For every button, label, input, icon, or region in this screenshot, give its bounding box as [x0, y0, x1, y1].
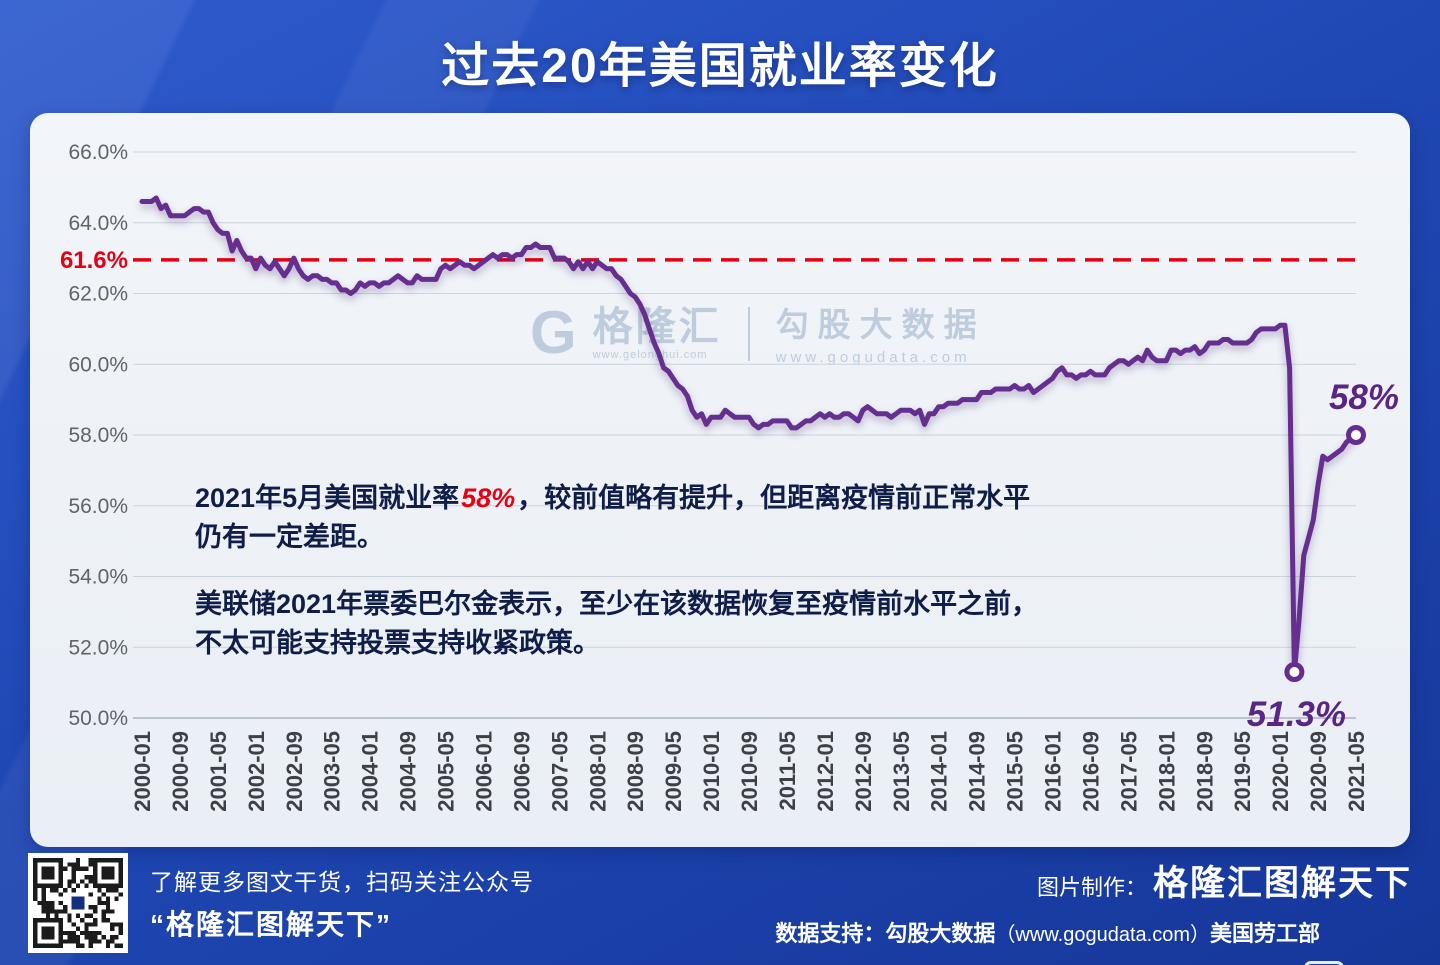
svg-text:2020-09: 2020-09 [1306, 731, 1331, 812]
svg-text:60.0%: 60.0% [68, 353, 128, 376]
svg-text:2007-05: 2007-05 [547, 731, 572, 812]
watermark-partner-url: www.gogudata.com [775, 349, 971, 366]
corner-logo: G 格隆汇 [1304, 959, 1440, 965]
svg-text:66.0%: 66.0% [68, 141, 128, 164]
note-paragraph-1: 2021年5月美国就业率58%，较前值略有提升，但距离疫情前正常水平仍有一定差距… [195, 479, 1040, 557]
watermark-partner: 勾股大数据 [775, 306, 986, 343]
gelonghui-logo-icon: G [530, 299, 577, 366]
svg-text:2010-09: 2010-09 [737, 731, 762, 812]
qr-brand: “格隆汇图解天下” [150, 909, 393, 940]
svg-text:2013-05: 2013-05 [889, 731, 914, 812]
qr-caption: 了解更多图文干货，扫码关注公众号 [150, 869, 534, 895]
svg-text:2015-05: 2015-05 [1003, 731, 1028, 812]
svg-text:2010-01: 2010-01 [699, 731, 724, 812]
svg-text:2018-09: 2018-09 [1192, 731, 1217, 812]
made-by-label: 图片制作： [1036, 875, 1147, 900]
page-title: 过去20年美国就业率变化 [441, 40, 999, 93]
svg-text:2002-01: 2002-01 [244, 731, 269, 812]
svg-text:2000-09: 2000-09 [168, 731, 193, 812]
svg-text:2011-05: 2011-05 [775, 731, 800, 811]
svg-text:2017-05: 2017-05 [1116, 731, 1141, 812]
svg-text:2000-01: 2000-01 [130, 731, 155, 812]
svg-text:2016-01: 2016-01 [1041, 731, 1066, 812]
made-by-line: 图片制作： 格隆汇图解天下 [775, 855, 1412, 906]
svg-text:2006-09: 2006-09 [509, 731, 534, 812]
svg-text:52.0%: 52.0% [68, 636, 128, 659]
note-block: 2021年5月美国就业率58%，较前值略有提升，但距离疫情前正常水平仍有一定差距… [195, 479, 1040, 663]
svg-text:2004-09: 2004-09 [396, 731, 421, 812]
watermark-partner-block: 勾股大数据 www.gogudata.com [776, 305, 986, 366]
svg-text:2012-09: 2012-09 [851, 731, 876, 812]
svg-text:51.3%: 51.3% [1247, 695, 1346, 734]
svg-text:2004-01: 2004-01 [358, 731, 383, 812]
svg-text:2003-05: 2003-05 [320, 731, 345, 812]
svg-text:2001-05: 2001-05 [206, 731, 231, 812]
data-support-line: 数据支持：勾股大数据（www.gogudata.com）美国劳工部 [775, 916, 1320, 948]
svg-text:2014-09: 2014-09 [965, 731, 990, 812]
note-p1-text-end: ，较前值略有提升，但距离疫情前正常水平仍有一定差距。 [195, 483, 1031, 552]
svg-text:2005-05: 2005-05 [434, 731, 459, 812]
data-support-agency: 美国劳工部 [1209, 921, 1320, 946]
svg-text:2009-05: 2009-05 [661, 731, 686, 812]
gelonghui-g-icon: G [1304, 961, 1344, 965]
watermark-divider [747, 307, 750, 361]
svg-text:2016-09: 2016-09 [1078, 731, 1103, 812]
svg-text:54.0%: 54.0% [68, 566, 128, 589]
credits: 图片制作： 格隆汇图解天下 数据支持：勾股大数据（www.gogudata.co… [775, 855, 1412, 948]
note-p1-text-start: 2021年5月美国就业率 [195, 483, 460, 513]
made-by-logo: 格隆汇图解天下 [1152, 864, 1412, 903]
corner-logo-text: 格隆汇 [1350, 959, 1440, 965]
svg-text:2012-01: 2012-01 [813, 731, 838, 812]
data-support-partner: 勾股大数据 [885, 921, 996, 946]
qr-code [28, 853, 128, 953]
svg-text:2008-09: 2008-09 [623, 731, 648, 812]
svg-text:2021-05: 2021-05 [1344, 731, 1369, 812]
svg-text:62.0%: 62.0% [68, 283, 128, 306]
employment-rate-line-chart: 66.0% 64.0% 62.0% 60.0% 58.0% 56.0% 54.0% 52.0%… [60, 141, 1399, 812]
svg-text:2006-01: 2006-01 [471, 731, 496, 812]
data-support-label: 数据支持： [775, 921, 886, 946]
note-paragraph-2: 美联储2021年票委巴尔金表示，至少在该数据恢复至疫情前水平之前，不太可能支持投… [195, 589, 1039, 658]
svg-text:2019-05: 2019-05 [1230, 731, 1255, 812]
svg-text:58%: 58% [1329, 378, 1399, 417]
footer: 了解更多图文干货，扫码关注公众号 “格隆汇图解天下” 图片制作： 格隆汇图解天下… [0, 847, 1440, 965]
watermark-brand-block: 格隆汇 www.gelonghui.com [593, 305, 722, 361]
svg-text:2018-01: 2018-01 [1154, 731, 1179, 812]
chart-panel: G 格隆汇 www.gelonghui.com 勾股大数据 www.goguda… [30, 113, 1410, 847]
svg-text:2014-01: 2014-01 [927, 731, 952, 812]
watermark: G 格隆汇 www.gelonghui.com 勾股大数据 www.goguda… [530, 299, 986, 367]
svg-text:61.6%: 61.6% [60, 247, 128, 274]
note-highlight-58: 58% [461, 483, 516, 513]
svg-text:64.0%: 64.0% [68, 212, 128, 235]
svg-text:2008-01: 2008-01 [585, 731, 610, 812]
watermark-brand-url: www.gelonghui.com [592, 349, 708, 361]
qr-code-pattern [33, 858, 123, 948]
svg-text:58.0%: 58.0% [68, 424, 128, 447]
svg-text:50.0%: 50.0% [68, 707, 128, 730]
svg-text:2002-09: 2002-09 [282, 731, 307, 812]
svg-text:2020-01: 2020-01 [1268, 731, 1293, 812]
svg-text:56.0%: 56.0% [68, 495, 128, 518]
data-support-url: （www.gogudata.com） [995, 924, 1210, 946]
